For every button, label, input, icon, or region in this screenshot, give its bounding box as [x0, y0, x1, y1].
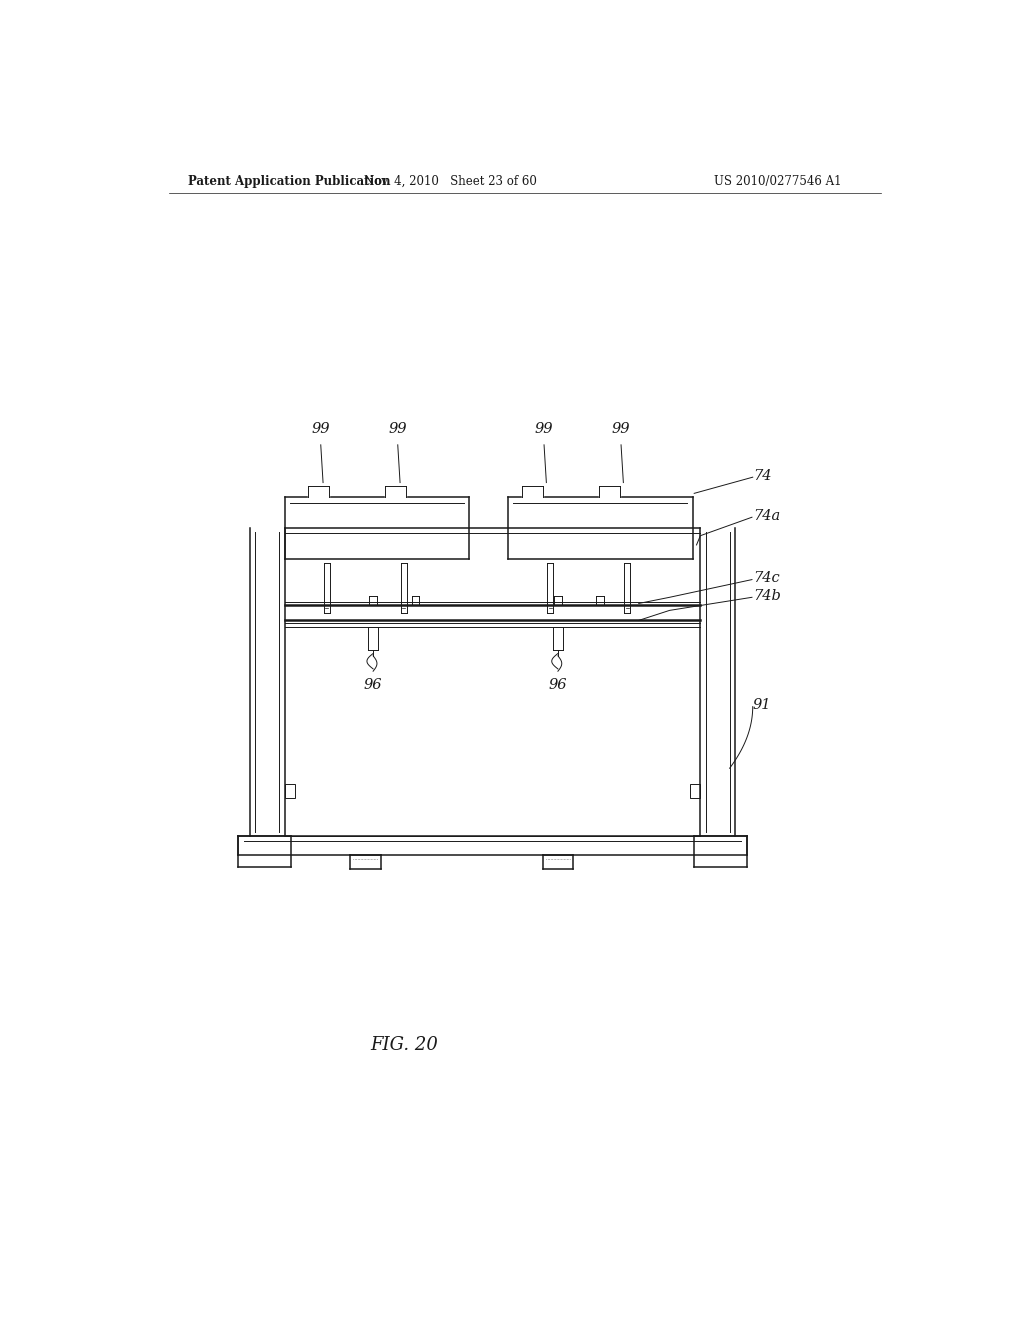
- Text: FIG. 20: FIG. 20: [370, 1036, 438, 1055]
- Polygon shape: [385, 487, 407, 498]
- Text: 74: 74: [753, 469, 771, 483]
- Polygon shape: [307, 487, 330, 498]
- Text: 99: 99: [535, 421, 553, 436]
- Text: 96: 96: [549, 678, 567, 692]
- Text: 99: 99: [388, 421, 407, 436]
- Text: 91: 91: [753, 698, 771, 711]
- Text: US 2010/0277546 A1: US 2010/0277546 A1: [714, 176, 841, 187]
- Text: Patent Application Publication: Patent Application Publication: [188, 176, 391, 187]
- Text: 74a: 74a: [753, 508, 780, 523]
- Bar: [689, 784, 700, 797]
- Bar: [285, 784, 295, 797]
- Text: 99: 99: [311, 421, 330, 436]
- Text: 74c: 74c: [753, 572, 779, 585]
- Text: Nov. 4, 2010   Sheet 23 of 60: Nov. 4, 2010 Sheet 23 of 60: [364, 176, 537, 187]
- Text: 99: 99: [611, 421, 631, 436]
- Text: 96: 96: [364, 678, 382, 692]
- Text: 74b: 74b: [753, 589, 780, 603]
- Polygon shape: [521, 487, 544, 498]
- Polygon shape: [599, 487, 621, 498]
